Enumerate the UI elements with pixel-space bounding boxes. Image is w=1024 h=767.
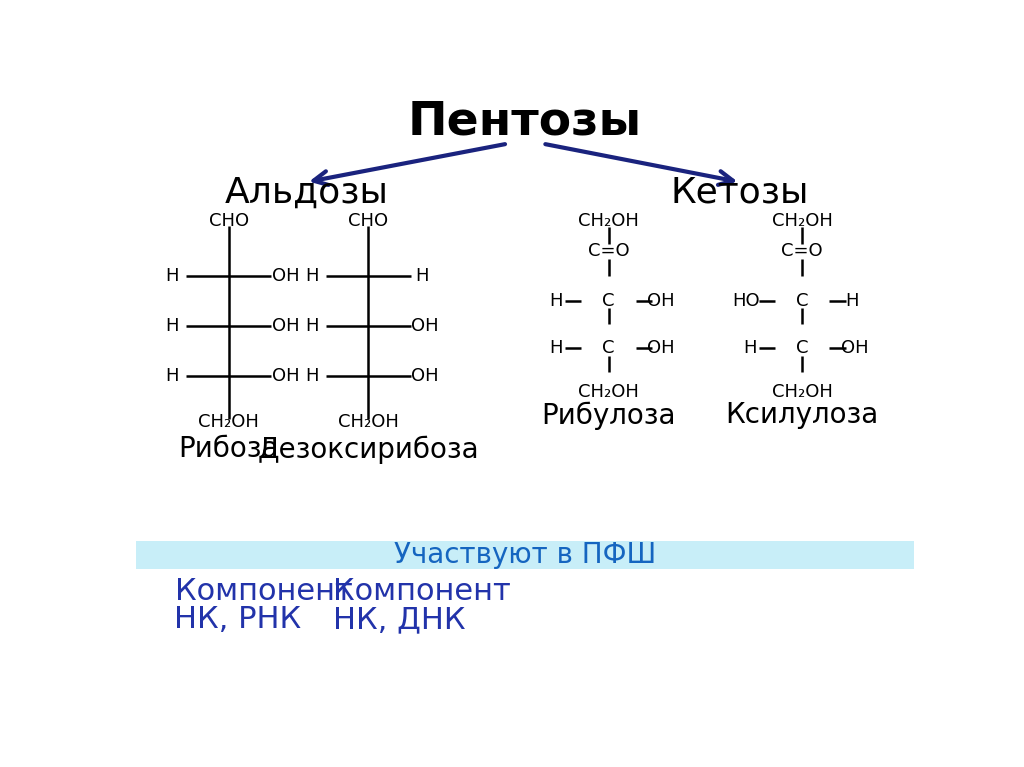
- Text: НК, РНК: НК, РНК: [174, 605, 302, 634]
- Text: C: C: [796, 340, 809, 357]
- Text: H: H: [305, 317, 318, 335]
- Text: H: H: [305, 267, 318, 285]
- Text: OH: OH: [647, 340, 675, 357]
- Text: НК, ДНК: НК, ДНК: [334, 605, 466, 634]
- Text: CH₂OH: CH₂OH: [579, 212, 639, 229]
- Text: CH₂OH: CH₂OH: [579, 384, 639, 401]
- Text: Кетозы: Кетозы: [671, 176, 810, 210]
- Text: Дезоксирибоза: Дезоксирибоза: [257, 435, 479, 463]
- Text: H: H: [742, 340, 757, 357]
- Text: CH₂OH: CH₂OH: [338, 413, 398, 431]
- Text: H: H: [415, 267, 428, 285]
- Text: H: H: [845, 291, 858, 310]
- Text: OH: OH: [411, 317, 438, 335]
- Text: OH: OH: [647, 291, 675, 310]
- Text: Ксилулоза: Ксилулоза: [726, 401, 879, 430]
- Text: CHO: CHO: [348, 212, 388, 229]
- Text: Участвуют в ПФШ: Участвуют в ПФШ: [393, 541, 656, 569]
- FancyBboxPatch shape: [136, 541, 913, 568]
- Text: C=O: C=O: [781, 242, 823, 261]
- Text: C: C: [602, 291, 614, 310]
- Text: HO: HO: [732, 291, 760, 310]
- Text: H: H: [166, 267, 179, 285]
- Text: CH₂OH: CH₂OH: [199, 413, 259, 431]
- Text: OH: OH: [271, 317, 299, 335]
- Text: OH: OH: [271, 367, 299, 385]
- Text: H: H: [305, 367, 318, 385]
- Text: H: H: [549, 340, 562, 357]
- Text: C: C: [602, 340, 614, 357]
- Text: H: H: [166, 317, 179, 335]
- Text: Компонент: Компонент: [334, 578, 511, 606]
- Text: CH₂OH: CH₂OH: [772, 212, 833, 229]
- Text: OH: OH: [411, 367, 438, 385]
- Text: C=O: C=O: [588, 242, 630, 261]
- Text: Альдозы: Альдозы: [224, 176, 388, 210]
- Text: H: H: [166, 367, 179, 385]
- Text: H: H: [549, 291, 562, 310]
- Text: Рибулоза: Рибулоза: [542, 401, 676, 430]
- Text: OH: OH: [841, 340, 868, 357]
- Text: C: C: [796, 291, 809, 310]
- Text: CH₂OH: CH₂OH: [772, 384, 833, 401]
- Text: Компонент: Компонент: [174, 578, 352, 606]
- Text: Рибоза: Рибоза: [178, 436, 279, 463]
- Text: OH: OH: [271, 267, 299, 285]
- Text: CHO: CHO: [209, 212, 249, 229]
- Text: Пентозы: Пентозы: [408, 100, 642, 144]
